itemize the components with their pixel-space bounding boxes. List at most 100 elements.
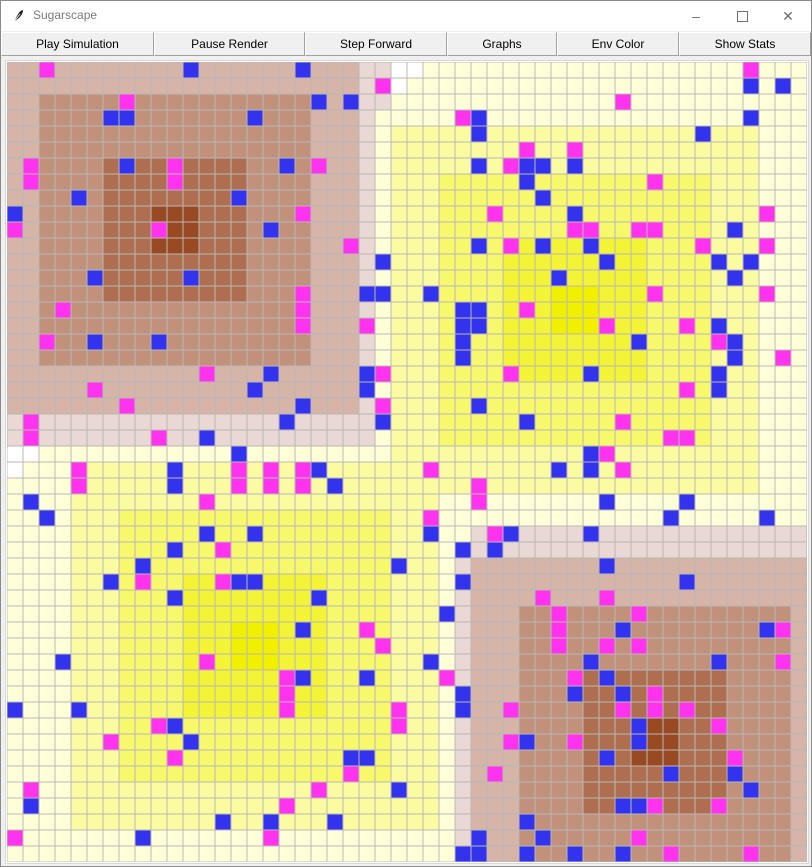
grid-cell [438, 381, 456, 399]
grid-cell [422, 605, 440, 623]
close-button[interactable]: ✕ [765, 1, 811, 31]
grid-cell [758, 125, 776, 143]
step-forward-button[interactable]: Step Forward [305, 32, 447, 56]
grid-cell [54, 749, 72, 767]
grid-cell [774, 669, 792, 687]
grid-cell [566, 381, 584, 399]
grid-cell [406, 541, 424, 559]
grid-cell [182, 205, 200, 223]
grid-cell [486, 109, 504, 127]
agent-blue [198, 429, 216, 447]
agent-blue [390, 781, 408, 799]
grid-cell [374, 845, 392, 862]
grid-cell [166, 189, 184, 207]
grid-cell [7, 62, 24, 79]
grid-cell [598, 381, 616, 399]
env-color-button[interactable]: Env Color [557, 32, 679, 56]
grid-cell [294, 541, 312, 559]
grid-cell [486, 781, 504, 799]
grid-cell [134, 269, 152, 287]
grid-cell [662, 109, 680, 127]
grid-cell [38, 397, 56, 415]
grid-cell [518, 349, 536, 367]
grid-cell [54, 797, 72, 815]
grid-cell [278, 221, 296, 239]
title-bar[interactable]: Sugarscape – ✕ [1, 1, 811, 31]
grid-cell [86, 749, 104, 767]
grid-cell [582, 189, 600, 207]
grid-cell [678, 93, 696, 111]
grid-cell [518, 829, 536, 847]
grid-cell [582, 685, 600, 703]
grid-cell [54, 637, 72, 655]
maximize-button[interactable] [719, 1, 765, 31]
grid-cell [7, 285, 24, 303]
agent-magenta [358, 621, 376, 639]
grid-cell [742, 413, 760, 431]
grid-cell [166, 509, 184, 527]
grid-cell [758, 477, 776, 495]
grid-cell [742, 285, 760, 303]
agent-blue [470, 301, 488, 319]
pause-render-button[interactable]: Pause Render [154, 32, 305, 56]
grid-cell [390, 141, 408, 159]
grid-cell [390, 93, 408, 111]
grid-cell [726, 205, 744, 223]
grid-cell [550, 333, 568, 351]
play-simulation-button[interactable]: Play Simulation [1, 32, 154, 56]
show-stats-button[interactable]: Show Stats [679, 32, 811, 56]
grid-cell [310, 413, 328, 431]
grid-cell [582, 669, 600, 687]
grid-cell [790, 349, 807, 367]
grid-cell [406, 621, 424, 639]
grid-cell [86, 349, 104, 367]
graphs-button[interactable]: Graphs [447, 32, 557, 56]
environment-grid[interactable] [7, 62, 807, 862]
grid-cell [502, 813, 520, 831]
grid-cell [38, 701, 56, 719]
grid-cell [582, 717, 600, 735]
minimize-button[interactable]: – [673, 1, 719, 31]
grid-cell [70, 173, 88, 191]
grid-cell [182, 717, 200, 735]
grid-cell [134, 77, 152, 95]
grid-cell [262, 253, 280, 271]
grid-cell [710, 813, 728, 831]
grid-cell [422, 109, 440, 127]
grid-cell [614, 509, 632, 527]
grid-cell [438, 477, 456, 495]
grid-cell [470, 701, 488, 719]
agent-blue [470, 397, 488, 415]
agent-blue [326, 477, 344, 495]
grid-cell [22, 669, 40, 687]
grid-cell [566, 637, 584, 655]
grid-cell [166, 93, 184, 111]
grid-cell [646, 813, 664, 831]
grid-cell [678, 157, 696, 175]
grid-cell [86, 477, 104, 495]
grid-cell [454, 669, 472, 687]
sugarscape-canvas[interactable] [5, 60, 809, 864]
grid-cell [614, 717, 632, 735]
grid-cell [742, 317, 760, 335]
grid-cell [694, 189, 712, 207]
grid-cell [86, 109, 104, 127]
grid-cell [502, 173, 520, 191]
agent-magenta [630, 829, 648, 847]
grid-cell [70, 317, 88, 335]
grid-cell [342, 669, 360, 687]
grid-cell [550, 749, 568, 767]
agent-blue [310, 93, 328, 111]
agent-blue [550, 461, 568, 479]
grid-cell [662, 749, 680, 767]
grid-cell [182, 221, 200, 239]
grid-cell [342, 317, 360, 335]
grid-cell [230, 621, 248, 639]
agent-blue [54, 653, 72, 671]
grid-cell [198, 141, 216, 159]
grid-cell [262, 349, 280, 367]
grid-cell [550, 109, 568, 127]
grid-cell [470, 365, 488, 383]
grid-cell [310, 477, 328, 495]
grid-cell [182, 813, 200, 831]
